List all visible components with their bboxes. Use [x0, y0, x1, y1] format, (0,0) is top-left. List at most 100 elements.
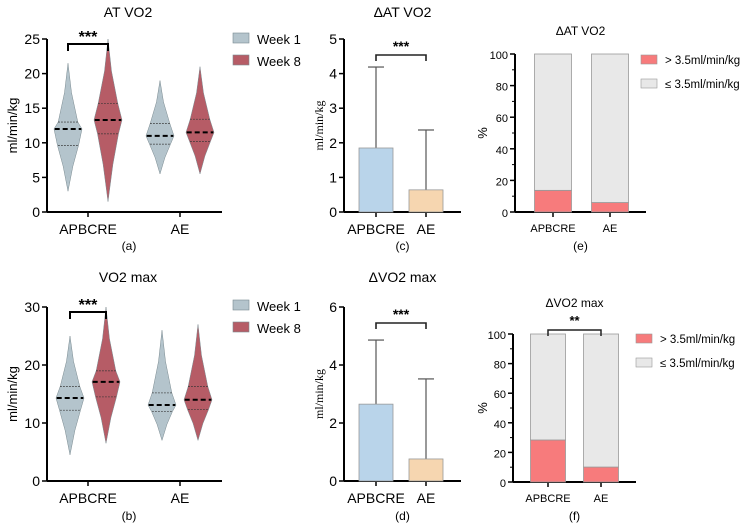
chart-c: ΔAT VO2 (c) 0 1 2 3 4 5 ml/min/kg APBCRE AE ***	[312, 4, 461, 253]
significance-bracket	[375, 322, 427, 329]
chart-title: ΔVO2 max	[369, 269, 437, 285]
x-tick-label: APBCRE	[525, 493, 570, 505]
violin-week1	[55, 335, 85, 456]
y-tick-label: 60	[494, 389, 506, 401]
legend-swatch	[640, 54, 658, 65]
chart-title: ΔAT VO2	[374, 4, 432, 20]
legend-swatch	[635, 357, 653, 368]
violin-week1	[145, 80, 175, 175]
x-tick-label: AE	[171, 221, 190, 237]
y-tick-label: 6	[329, 299, 337, 315]
y-tick-label: 0	[32, 204, 40, 220]
x-tick-label: APBCRE	[347, 221, 405, 237]
significance-label: ***	[79, 29, 98, 46]
panel-label: (f)	[569, 509, 580, 523]
stack-segment-above	[591, 202, 629, 213]
y-tick-label: 60	[496, 113, 508, 125]
panel-label: (a)	[122, 239, 137, 253]
significance-label: ***	[79, 297, 98, 314]
y-tick-label: 80	[494, 360, 506, 372]
x-tick-label: AE	[417, 221, 436, 237]
chart-title: ΔAT VO2	[556, 24, 606, 38]
stack-segment-below	[530, 333, 566, 441]
panel-label: (d)	[395, 509, 410, 523]
legend-swatch	[635, 333, 653, 344]
legend-swatch	[232, 54, 250, 66]
y-tick-label: 3	[329, 100, 337, 116]
stack-segment-above	[583, 466, 619, 483]
y-tick-label: 30	[24, 299, 40, 315]
y-tick-label: 1	[329, 169, 337, 185]
y-tick-label: 10	[24, 415, 40, 431]
x-tick-label: APBCRE	[530, 223, 575, 235]
legend-swatch	[232, 321, 250, 333]
violin-week8	[91, 306, 121, 444]
legend-label: > 3.5ml/min/kg	[665, 55, 740, 67]
panel-label: (e)	[573, 239, 588, 253]
chart-e: ΔAT VO2 (e) 0 20 40 60 80 100% APBCRE AE > 3.5ml/m…	[475, 24, 740, 253]
x-tick-label: APBCRE	[59, 221, 117, 237]
x-tick-label: AE	[603, 223, 618, 235]
legend-label: Week 8	[257, 321, 301, 336]
significance-bracket	[69, 311, 107, 319]
y-tick-label: 100	[490, 50, 508, 62]
legend-label: Week 1	[257, 32, 301, 47]
significance-bracket	[67, 43, 109, 51]
y-tick-label: 20	[496, 176, 508, 188]
stack-segment-above	[534, 189, 572, 213]
y-axis-label: ml/min/kg	[5, 98, 20, 154]
y-tick-label: 0	[329, 473, 337, 489]
x-tick-label: AE	[594, 493, 609, 505]
y-tick-label: 80	[496, 82, 508, 94]
stack-segment-below	[534, 53, 572, 191]
chart-d: ΔVO2 max (d) 0 2 4 6 ml/min/kg APBCRE AE ***	[312, 269, 461, 523]
bar-apbcre	[358, 403, 394, 482]
y-tick-label: 5	[32, 169, 40, 185]
y-tick-label: 0	[500, 478, 506, 490]
bar-ae	[408, 189, 444, 213]
x-tick-label: APBCRE	[347, 490, 405, 506]
y-axis-label: ml/min/kg	[5, 366, 20, 422]
y-tick-label: 5	[329, 31, 337, 47]
x-tick-label: APBCRE	[59, 490, 117, 506]
violin-week1	[53, 62, 83, 192]
legend-swatch	[232, 299, 250, 311]
legend-label: Week 1	[257, 299, 301, 314]
chart-b: VO2 max (b) 0 10 20 30 ml/min/kg APBCRE AE Week 1…	[5, 269, 301, 523]
legend-label: ≤ 3.5ml/min/kg	[665, 79, 740, 91]
violin-week1	[147, 329, 177, 441]
chart-f: ΔVO2 max (f) 0 20 40 60 80 100% APBCRE AE > 3.5ml/…	[475, 296, 735, 523]
chart-title: AT VO2	[104, 4, 153, 20]
y-tick-label: 20	[24, 66, 40, 82]
y-tick-label: 40	[494, 419, 506, 431]
significance-label: **	[569, 313, 580, 328]
y-tick-label: 25	[24, 31, 40, 47]
significance-bracket	[375, 54, 427, 61]
legend-swatch	[640, 78, 658, 89]
chart-title: VO2 max	[99, 269, 157, 285]
y-axis-label: ml/min/kg	[312, 100, 326, 150]
y-tick-label: 4	[329, 357, 337, 373]
significance-label: ***	[393, 38, 410, 54]
y-tick-label: 0	[32, 473, 40, 489]
y-axis-label: ml/min/kg	[312, 369, 326, 419]
stack-segment-above	[530, 439, 566, 483]
x-tick-label: AE	[171, 490, 190, 506]
y-tick-label: 2	[329, 135, 337, 151]
y-tick-label: 0	[329, 204, 337, 220]
legend-swatch	[232, 32, 250, 44]
y-tick-label: 15	[24, 100, 40, 116]
bar-apbcre	[358, 147, 394, 213]
panel-label: (b)	[122, 509, 137, 523]
violin-week8	[183, 324, 213, 441]
stack-segment-below	[591, 53, 629, 203]
x-tick-label: AE	[417, 490, 436, 506]
panel-label: (c)	[396, 239, 410, 253]
violin-week8	[185, 66, 215, 175]
legend-label: Week 8	[257, 54, 301, 69]
y-tick-label: 2	[329, 415, 337, 431]
y-tick-label: 40	[496, 145, 508, 157]
chart-title: ΔVO2 max	[545, 296, 603, 310]
y-tick-label: 100	[488, 330, 506, 342]
